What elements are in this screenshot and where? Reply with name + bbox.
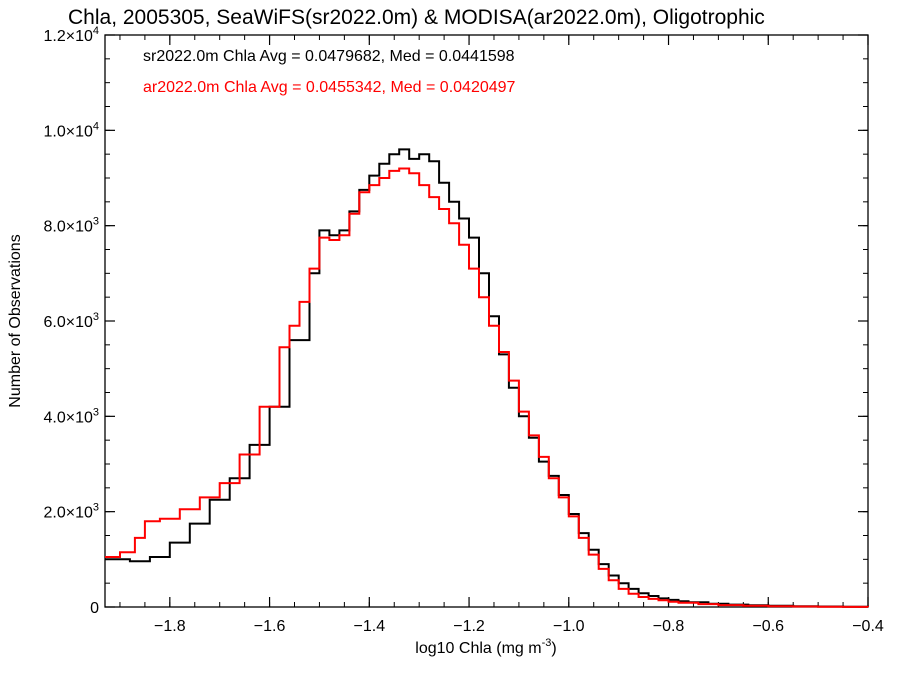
y-tick-label: 0 <box>90 600 99 617</box>
x-axis-label-main: log10 Chla (mg m <box>415 640 541 657</box>
y-tick-exponent: 3 <box>93 311 99 323</box>
chart-title: Chla, 2005305, SeaWiFS(sr2022.0m) & MODI… <box>68 6 765 29</box>
x-axis-label-exp: -3 <box>542 637 552 649</box>
y-tick-exponent: 3 <box>93 216 99 228</box>
x-tick-label: −1.0 <box>553 618 585 635</box>
y-tick-exponent: 4 <box>93 120 99 132</box>
annotation-black: sr2022.0m Chla Avg = 0.0479682, Med = 0.… <box>143 48 515 65</box>
x-tick-label: −0.6 <box>752 618 784 635</box>
x-tick-label: −1.2 <box>453 618 485 635</box>
series-line-ar2022.0m <box>105 167 869 608</box>
x-tick-label: −0.4 <box>852 618 884 635</box>
x-tick-label: −0.8 <box>653 618 685 635</box>
series-layer <box>105 148 869 608</box>
y-axis-label: Number of Observations <box>7 234 24 407</box>
plot-frame <box>104 34 869 608</box>
y-tick-label: 1.2×104 <box>43 25 99 45</box>
y-tick-mantissa: 1.0×10 <box>43 123 92 140</box>
y-tick-exponent: 3 <box>93 502 99 514</box>
series-line-sr2022.0m <box>105 148 869 608</box>
x-tick-label: −1.6 <box>254 618 286 635</box>
x-axis-label: log10 Chla (mg m-3) <box>415 637 556 657</box>
annotation-red: ar2022.0m Chla Avg = 0.0455342, Med = 0.… <box>143 79 516 96</box>
x-tick-label: −1.4 <box>354 618 386 635</box>
x-tick-label: −1.8 <box>154 618 186 635</box>
y-tick-label: 6.0×103 <box>43 311 99 331</box>
axis-ticks: −1.8 −1.6 −1.4 −1.2 −1.0 −0.8 −0.6 −0.402.0×103… <box>43 25 883 635</box>
y-tick-label: 1.0×104 <box>43 120 99 140</box>
y-tick-label: 2.0×103 <box>43 502 99 522</box>
y-tick-label: 4.0×103 <box>43 406 99 426</box>
y-tick-mantissa: 8.0×10 <box>43 219 92 236</box>
y-tick-mantissa: 6.0×10 <box>43 314 92 331</box>
y-tick-exponent: 4 <box>93 25 99 37</box>
y-tick-mantissa: 0 <box>90 600 99 617</box>
y-tick-mantissa: 4.0×10 <box>43 409 92 426</box>
y-tick-mantissa: 1.2×10 <box>43 28 92 45</box>
y-tick-exponent: 3 <box>93 406 99 418</box>
y-tick-mantissa: 2.0×10 <box>43 505 92 522</box>
y-tick-label: 8.0×103 <box>43 216 99 236</box>
x-axis-label-suffix: ) <box>551 640 556 657</box>
